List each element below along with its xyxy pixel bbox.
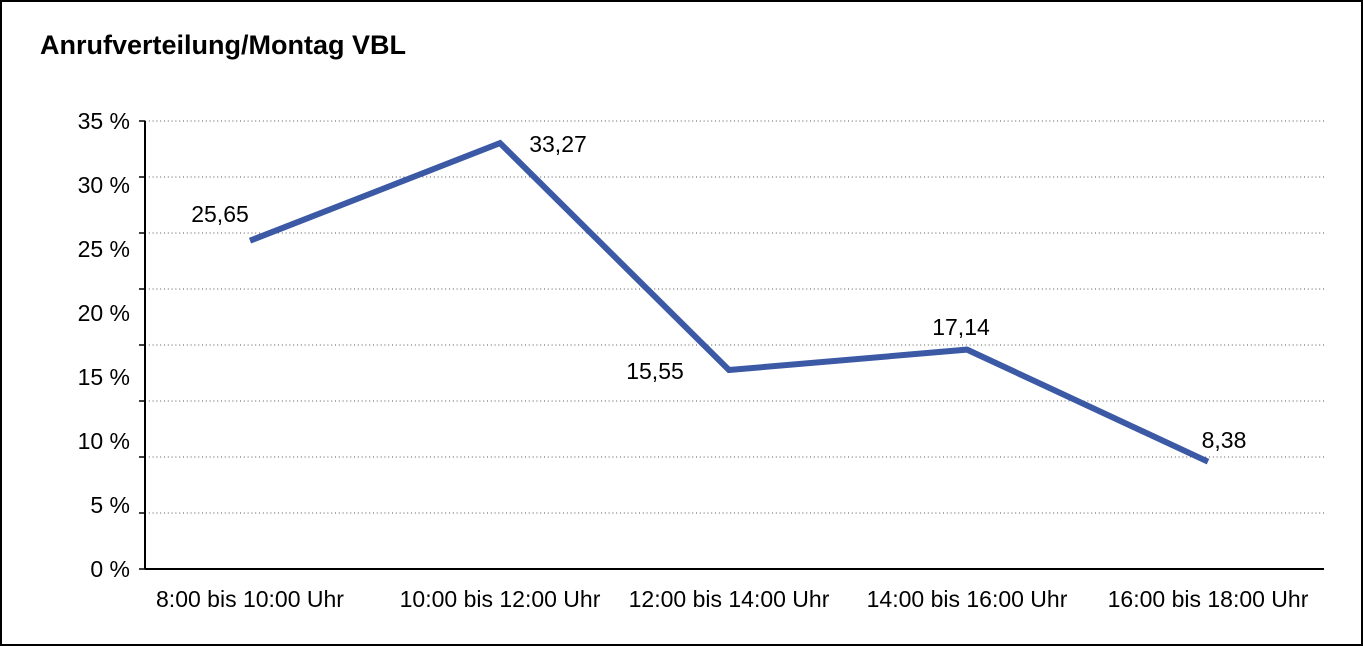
y-tick-label: 5 % [90,492,130,518]
data-point-label: 17,14 [932,314,990,340]
x-tick-label: 14:00 bis 16:00 Uhr [867,586,1068,612]
y-tick-label: 15 % [78,364,130,390]
data-point-label: 15,55 [626,358,684,384]
y-tick-label: 20 % [78,300,130,326]
data-point-label: 33,27 [529,131,587,157]
chart-title: Anrufverteilung/Montag VBL [40,30,406,60]
y-tick-label: 30 % [78,172,130,198]
y-tick-label: 0 % [90,556,130,582]
x-tick-label: 10:00 bis 12:00 Uhr [400,586,601,612]
x-tick-label: 16:00 bis 18:00 Uhr [1108,586,1309,612]
data-point-label: 8,38 [1202,427,1247,453]
y-tick-label: 35 % [78,108,130,134]
data-point-label: 25,65 [191,201,249,227]
y-tick-label: 10 % [78,428,130,454]
x-tick-label: 12:00 bis 14:00 Uhr [629,586,830,612]
x-tick-label: 8:00 bis 10:00 Uhr [156,586,344,612]
data-series-line [248,139,1210,465]
y-tick-label: 25 % [78,236,130,262]
